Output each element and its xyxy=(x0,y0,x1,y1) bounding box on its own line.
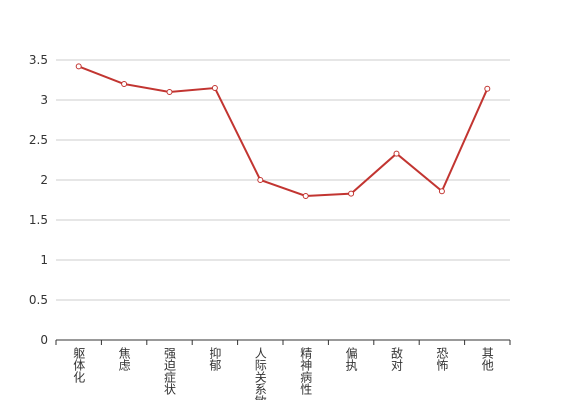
line xyxy=(78,65,489,198)
x-tick-label: 抑郁 xyxy=(208,346,222,372)
point xyxy=(75,63,82,70)
point xyxy=(166,89,173,95)
x-tick-label: 敌对 xyxy=(390,346,404,371)
point xyxy=(211,85,218,91)
point xyxy=(348,190,355,197)
y-tick-label: 2.5 xyxy=(29,133,48,147)
point xyxy=(393,150,400,157)
y-tick-label: 3.5 xyxy=(29,53,48,67)
point xyxy=(121,81,128,87)
x-tick-label: 人际关系敏感 xyxy=(253,347,267,400)
y-tick-label: 1 xyxy=(40,253,48,267)
point xyxy=(302,193,309,199)
point xyxy=(257,177,264,183)
y-tick-label: 0.5 xyxy=(29,293,48,307)
point xyxy=(438,188,445,195)
y-tick-label: 2 xyxy=(40,173,48,187)
x-tick-label: 精神病性 xyxy=(299,347,313,396)
x-tick-label: 恐怖 xyxy=(435,347,449,371)
x-tick-label: 偏执 xyxy=(344,346,358,372)
x-tick-label: 焦虑 xyxy=(117,347,131,371)
x-tick-label: 其他 xyxy=(480,347,494,371)
y-tick-label: 1.5 xyxy=(29,213,48,227)
y-tick-label: 0 xyxy=(40,333,48,347)
x-tick-label: 强迫症状 xyxy=(163,347,177,395)
y-tick-label: 3 xyxy=(40,93,48,107)
x-tick-label: 躯体化 xyxy=(72,346,86,384)
point xyxy=(484,85,491,92)
